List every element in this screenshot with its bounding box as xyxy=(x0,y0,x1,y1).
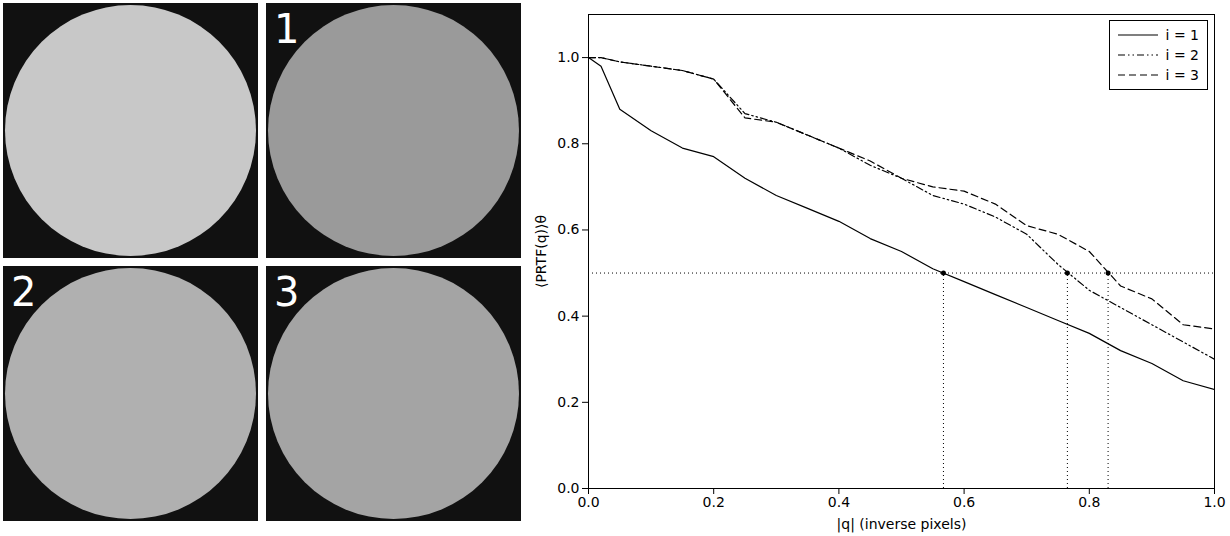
html-text:i = 2: i = 2 xyxy=(1165,47,1199,63)
svg-text:0.2: 0.2 xyxy=(557,394,579,410)
html-text:i = 3: i = 3 xyxy=(1165,67,1199,83)
svg-text:⟨PRTF(q)⟩θ: ⟨PRTF(q)⟩θ xyxy=(533,215,549,288)
svg-text:0.4: 0.4 xyxy=(557,308,579,324)
svg-text:0.8: 0.8 xyxy=(1078,494,1100,510)
svg-text:0.0: 0.0 xyxy=(557,480,579,496)
svg-text:0.2: 0.2 xyxy=(703,494,725,510)
svg-text:1: 1 xyxy=(274,6,299,52)
svg-text:1.0: 1.0 xyxy=(1203,494,1225,510)
svg-text:|q| (inverse pixels): |q| (inverse pixels) xyxy=(837,516,967,533)
svg-text:2: 2 xyxy=(11,269,36,315)
svg-text:1.0: 1.0 xyxy=(557,49,579,65)
svg-text:0.4: 0.4 xyxy=(828,494,850,510)
svg-text:0.8: 0.8 xyxy=(557,135,579,151)
html-text:i = 1: i = 1 xyxy=(1165,27,1199,43)
svg-text:3: 3 xyxy=(274,269,299,315)
svg-text:0.0: 0.0 xyxy=(577,494,599,510)
svg-text:0.6: 0.6 xyxy=(953,494,975,510)
svg-text:0.6: 0.6 xyxy=(557,221,579,237)
